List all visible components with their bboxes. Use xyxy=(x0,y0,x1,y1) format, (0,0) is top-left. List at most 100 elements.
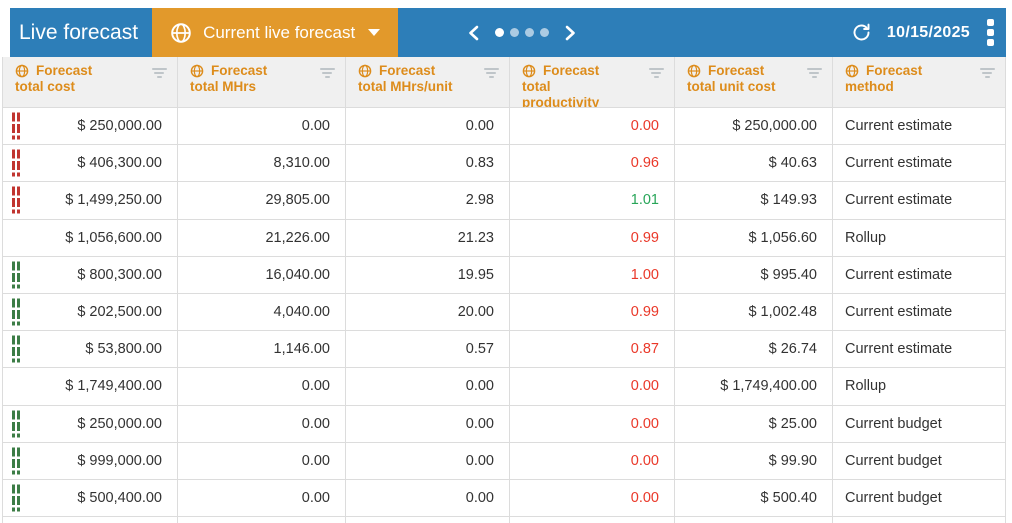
total-cost-value: $ 202,500.00 xyxy=(77,304,162,321)
table-row[interactable]: $ 202,500.00 4,040.00 20.00 0.99 $ 1,002… xyxy=(3,293,1005,332)
column-header[interactable]: Forecast total MHrs xyxy=(178,57,346,107)
forecast-selector-label: Current live forecast xyxy=(203,22,356,42)
method-value: Rollup xyxy=(845,378,887,395)
total-mhrs-value: 1,146.00 xyxy=(273,341,330,358)
total-mhrs-value: 0.00 xyxy=(301,118,330,135)
total-cost-value: $ 1,499,250.00 xyxy=(65,192,162,209)
kebab-menu-icon[interactable] xyxy=(985,17,996,48)
filter-icon[interactable] xyxy=(319,68,335,80)
total-mhrs-value: 4,040.00 xyxy=(273,304,330,321)
column-header-label: method xyxy=(845,79,894,94)
status-indicator-icon xyxy=(12,298,20,326)
toolbar-right: 10/15/2025 xyxy=(851,17,1006,48)
productivity-value: 0.00 xyxy=(630,118,659,135)
productivity-value: 0.00 xyxy=(630,415,659,432)
status-indicator-icon xyxy=(12,447,20,475)
table-row[interactable]: $ 500,400.00 0.00 0.00 0.00 $ 500.40 Cur… xyxy=(3,479,1005,518)
table-row[interactable]: $ 1,056,600.00 21,226.00 21.23 0.99 $ 1,… xyxy=(3,219,1005,257)
partial-cell xyxy=(510,517,675,523)
mhrs-per-unit-value: 19.95 xyxy=(457,266,494,283)
table-row[interactable]: $ 53,800.00 1,146.00 0.57 0.87 $ 26.74 C… xyxy=(3,331,1005,369)
method-value: Current budget xyxy=(845,489,942,506)
column-header-label: total xyxy=(522,79,551,94)
table-row[interactable]: $ 800,300.00 16,040.00 19.95 1.00 $ 995.… xyxy=(3,256,1005,294)
status-indicator-icon xyxy=(12,335,20,363)
status-indicator-icon xyxy=(12,410,20,438)
filter-icon[interactable] xyxy=(979,68,995,80)
table-row[interactable]: $ 250,000.00 0.00 0.00 0.00 $ 250,000.00… xyxy=(3,108,1005,146)
status-indicator-icon xyxy=(12,186,20,214)
total-mhrs-value: 29,805.00 xyxy=(265,192,330,209)
column-header[interactable]: Forecast total MHrs/unit xyxy=(346,57,510,107)
method-value: Current estimate xyxy=(845,192,953,209)
table-row[interactable]: $ 999,000.00 0.00 0.00 0.00 $ 99.90 Curr… xyxy=(3,442,1005,480)
total-cost-value: $ 999,000.00 xyxy=(77,452,162,469)
column-header[interactable]: Forecast total unit cost xyxy=(675,57,833,107)
mhrs-per-unit-value: 0.57 xyxy=(465,341,494,358)
mhrs-per-unit-value: 2.98 xyxy=(465,192,494,209)
method-value: Current estimate xyxy=(845,118,953,135)
column-header[interactable]: Forecast total productivity xyxy=(510,57,675,107)
total-cost-value: $ 250,000.00 xyxy=(77,415,162,432)
pagination xyxy=(466,23,578,43)
filter-icon[interactable] xyxy=(151,68,167,80)
unit-cost-value: $ 1,056.60 xyxy=(748,229,817,246)
unit-cost-value: $ 250,000.00 xyxy=(732,118,817,135)
column-header[interactable]: Forecast method xyxy=(833,57,1005,107)
productivity-value: 0.00 xyxy=(630,452,659,469)
productivity-value: 1.01 xyxy=(630,192,659,209)
unit-cost-value: $ 99.90 xyxy=(768,452,817,469)
total-cost-value: $ 53,800.00 xyxy=(85,341,162,358)
globe-icon xyxy=(687,64,701,78)
refresh-icon[interactable] xyxy=(851,22,872,43)
unit-cost-value: $ 40.63 xyxy=(768,155,817,172)
total-cost-value: $ 1,749,400.00 xyxy=(65,378,162,395)
column-header-label: Forecast xyxy=(379,63,436,78)
partial-row xyxy=(3,517,1005,523)
column-header-label: Forecast xyxy=(543,63,600,78)
status-indicator-icon xyxy=(12,112,20,140)
partial-cell xyxy=(346,517,510,523)
table-row[interactable]: $ 1,749,400.00 0.00 0.00 0.00 $ 1,749,40… xyxy=(3,368,1005,406)
table-row[interactable]: $ 1,499,250.00 29,805.00 2.98 1.01 $ 149… xyxy=(3,182,1005,220)
grid-header-row: Forecast total cost Forecast total MHrs xyxy=(3,57,1005,108)
pagination-dot[interactable] xyxy=(510,28,520,37)
mhrs-per-unit-value: 20.00 xyxy=(457,304,494,321)
pagination-dots[interactable] xyxy=(495,28,550,37)
filter-icon[interactable] xyxy=(806,68,822,80)
pagination-dot[interactable] xyxy=(540,28,550,37)
unit-cost-value: $ 995.40 xyxy=(760,266,817,283)
total-mhrs-value: 21,226.00 xyxy=(265,229,330,246)
method-value: Current estimate xyxy=(845,304,953,321)
unit-cost-value: $ 500.40 xyxy=(760,489,817,506)
chevron-right-icon[interactable] xyxy=(563,23,578,43)
column-header-label: Forecast xyxy=(211,63,268,78)
column-header-label: total unit cost xyxy=(687,79,776,94)
forecast-grid: Forecast total cost Forecast total MHrs xyxy=(2,57,1006,523)
partial-cell xyxy=(675,517,833,523)
forecast-selector-button[interactable]: Current live forecast xyxy=(152,8,399,57)
pagination-dot[interactable] xyxy=(495,28,505,37)
column-header[interactable]: Forecast total cost xyxy=(3,57,178,107)
total-mhrs-value: 0.00 xyxy=(301,452,330,469)
pagination-dot[interactable] xyxy=(525,28,535,37)
filter-icon[interactable] xyxy=(648,68,664,80)
total-cost-value: $ 500,400.00 xyxy=(77,489,162,506)
productivity-value: 0.00 xyxy=(630,489,659,506)
mhrs-per-unit-value: 21.23 xyxy=(457,229,494,246)
table-row[interactable]: $ 406,300.00 8,310.00 0.83 0.96 $ 40.63 … xyxy=(3,145,1005,183)
total-mhrs-value: 0.00 xyxy=(301,489,330,506)
globe-icon xyxy=(190,64,204,78)
page-title: Live forecast xyxy=(19,20,139,44)
mhrs-per-unit-value: 0.00 xyxy=(465,118,494,135)
column-header-label: Forecast xyxy=(36,63,93,78)
status-indicator-icon xyxy=(12,484,20,512)
filter-icon[interactable] xyxy=(483,68,499,80)
productivity-value: 1.00 xyxy=(630,266,659,283)
chevron-left-icon[interactable] xyxy=(466,23,481,43)
table-row[interactable]: $ 250,000.00 0.00 0.00 0.00 $ 25.00 Curr… xyxy=(3,405,1005,443)
productivity-value: 0.99 xyxy=(630,304,659,321)
productivity-value: 0.00 xyxy=(630,378,659,395)
productivity-value: 0.96 xyxy=(630,155,659,172)
